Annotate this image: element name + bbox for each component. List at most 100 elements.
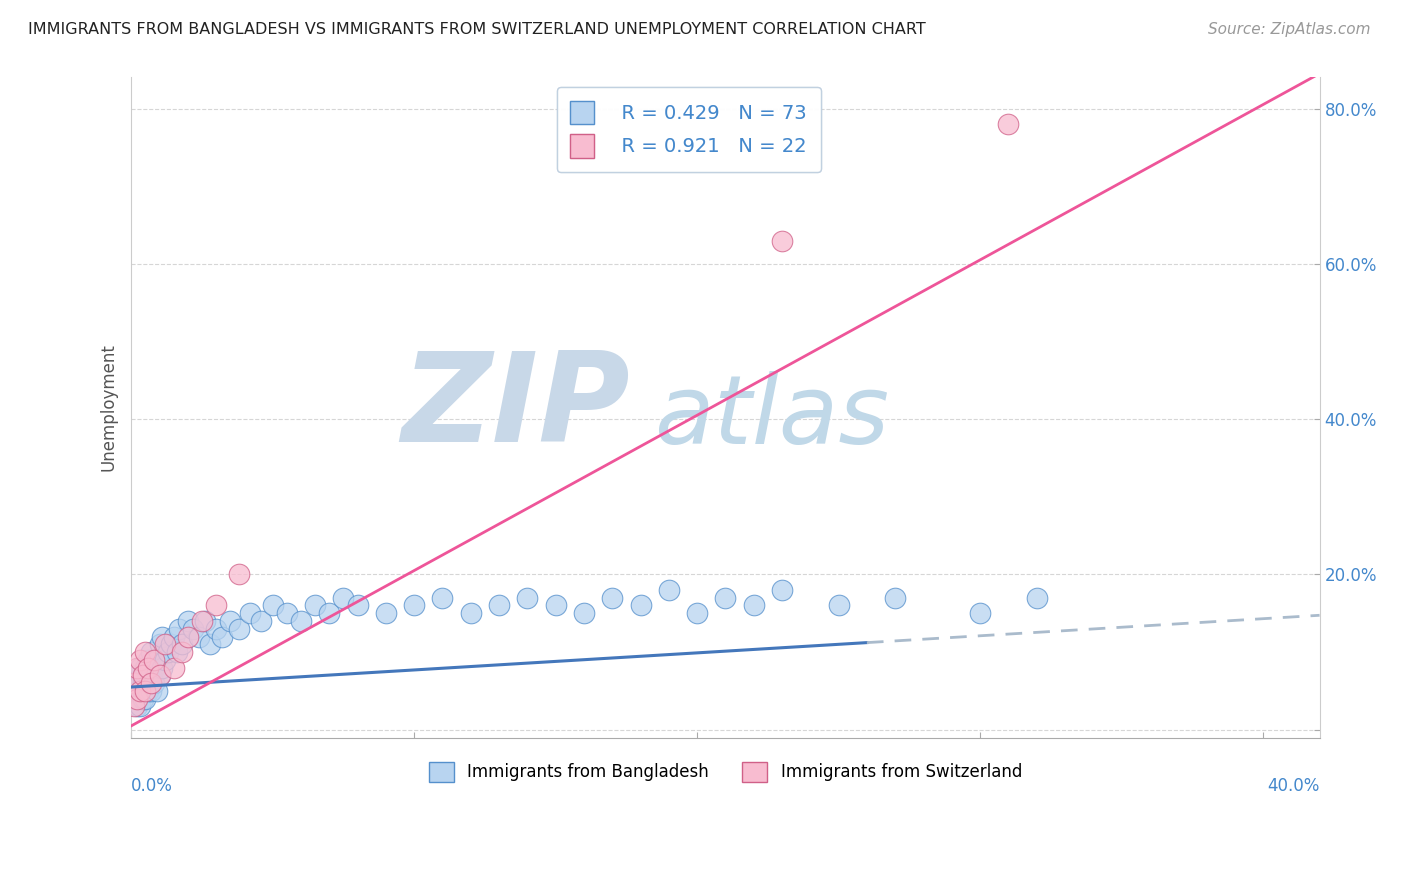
Point <box>142 653 165 667</box>
Point <box>122 691 145 706</box>
Point <box>827 599 849 613</box>
Point <box>142 676 165 690</box>
Point <box>145 653 167 667</box>
Point <box>177 614 200 628</box>
Point <box>136 668 159 682</box>
Point <box>148 668 170 682</box>
Point <box>177 630 200 644</box>
Point <box>460 607 482 621</box>
Point <box>714 591 737 605</box>
Point <box>136 684 159 698</box>
Point <box>276 607 298 621</box>
Point <box>128 684 150 698</box>
Point <box>262 599 284 613</box>
Point <box>304 599 326 613</box>
Y-axis label: Unemployment: Unemployment <box>100 343 117 471</box>
Point <box>150 660 173 674</box>
Point <box>997 117 1019 131</box>
Point <box>544 599 567 613</box>
Point <box>128 653 150 667</box>
Point <box>160 637 183 651</box>
Point <box>250 614 273 628</box>
Point <box>884 591 907 605</box>
Point <box>166 645 188 659</box>
Point <box>211 630 233 644</box>
Point <box>139 676 162 690</box>
Point <box>228 622 250 636</box>
Point <box>658 582 681 597</box>
Point <box>290 614 312 628</box>
Point <box>516 591 538 605</box>
Point <box>163 660 186 674</box>
Point <box>572 607 595 621</box>
Point <box>139 684 162 698</box>
Point <box>239 607 262 621</box>
Point <box>131 676 153 690</box>
Point <box>219 614 242 628</box>
Point <box>148 637 170 651</box>
Point <box>122 676 145 690</box>
Point <box>125 699 148 714</box>
Point <box>131 668 153 682</box>
Point <box>131 691 153 706</box>
Point <box>188 630 211 644</box>
Point <box>346 599 368 613</box>
Point <box>148 668 170 682</box>
Point <box>228 567 250 582</box>
Point <box>183 622 205 636</box>
Point <box>600 591 623 605</box>
Point <box>125 668 148 682</box>
Point <box>128 684 150 698</box>
Point <box>770 234 793 248</box>
Point <box>150 630 173 644</box>
Point <box>153 637 176 651</box>
Point <box>374 607 396 621</box>
Text: 0.0%: 0.0% <box>131 777 173 795</box>
Text: Source: ZipAtlas.com: Source: ZipAtlas.com <box>1208 22 1371 37</box>
Point <box>125 660 148 674</box>
Text: atlas: atlas <box>654 371 889 464</box>
Point <box>172 637 194 651</box>
Point <box>153 653 176 667</box>
Point <box>742 599 765 613</box>
Point <box>404 599 426 613</box>
Point <box>169 622 191 636</box>
Point <box>686 607 709 621</box>
Point <box>969 607 991 621</box>
Point <box>432 591 454 605</box>
Point <box>134 660 156 674</box>
Point <box>205 622 228 636</box>
Point <box>318 607 340 621</box>
Point <box>200 637 222 651</box>
Point <box>136 660 159 674</box>
Text: ZIP: ZIP <box>402 347 630 468</box>
Point <box>145 684 167 698</box>
Point <box>134 676 156 690</box>
Point <box>128 676 150 690</box>
Point <box>770 582 793 597</box>
Point <box>122 699 145 714</box>
Point <box>139 645 162 659</box>
Text: IMMIGRANTS FROM BANGLADESH VS IMMIGRANTS FROM SWITZERLAND UNEMPLOYMENT CORRELATI: IMMIGRANTS FROM BANGLADESH VS IMMIGRANTS… <box>28 22 927 37</box>
Point <box>142 660 165 674</box>
Point <box>332 591 354 605</box>
Point <box>134 645 156 659</box>
Point <box>122 676 145 690</box>
Point <box>139 668 162 682</box>
Point <box>128 699 150 714</box>
Point <box>205 599 228 613</box>
Point <box>194 614 217 628</box>
Point <box>131 668 153 682</box>
Text: 40.0%: 40.0% <box>1267 777 1320 795</box>
Point <box>125 691 148 706</box>
Point <box>191 614 214 628</box>
Point <box>157 645 180 659</box>
Point <box>172 645 194 659</box>
Point <box>630 599 652 613</box>
Point <box>134 684 156 698</box>
Point <box>128 660 150 674</box>
Point <box>125 684 148 698</box>
Point <box>136 653 159 667</box>
Point <box>163 630 186 644</box>
Point <box>488 599 510 613</box>
